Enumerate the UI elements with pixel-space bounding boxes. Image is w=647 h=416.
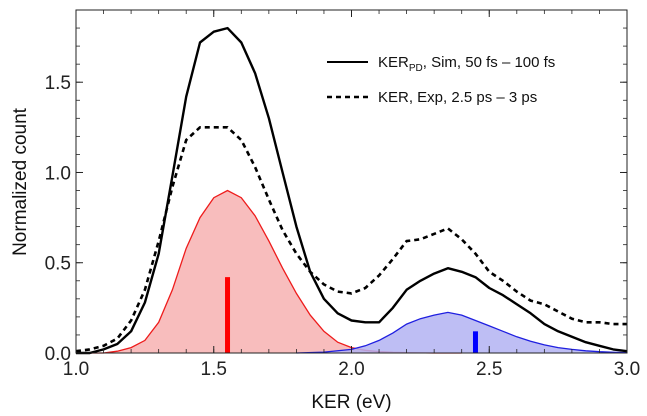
series-line-solid	[76, 26, 628, 355]
legend-label-sim: KERPD, Sim, 50 fs – 100 fs	[378, 54, 555, 74]
y-tick-label: 1.5	[45, 73, 71, 94]
x-tick-label: 2.0	[338, 359, 364, 380]
component-fill-0	[76, 190, 462, 353]
x-axis-title: KER (eV)	[311, 392, 391, 413]
component-line-1	[296, 311, 628, 354]
x-tick-label: 1.5	[201, 359, 227, 380]
x-tick-label: 3.0	[614, 359, 640, 380]
component-fill-1	[296, 312, 627, 353]
series-line-dashed	[75, 126, 627, 353]
y-tick-label: 0.0	[45, 344, 71, 365]
legend-label-exp: KER, Exp, 2.5 ps – 3 ps	[378, 89, 537, 106]
x-tick-label: 2.5	[476, 359, 502, 380]
y-axis-title: Normalized count	[10, 107, 31, 256]
y-tick-label: 1.0	[45, 163, 71, 184]
legend: KERPD, Sim, 50 fs – 100 fs KER, Exp, 2.5…	[327, 54, 555, 106]
x-tick-label: 1.0	[63, 359, 89, 380]
y-tick-label: 0.5	[45, 254, 71, 275]
